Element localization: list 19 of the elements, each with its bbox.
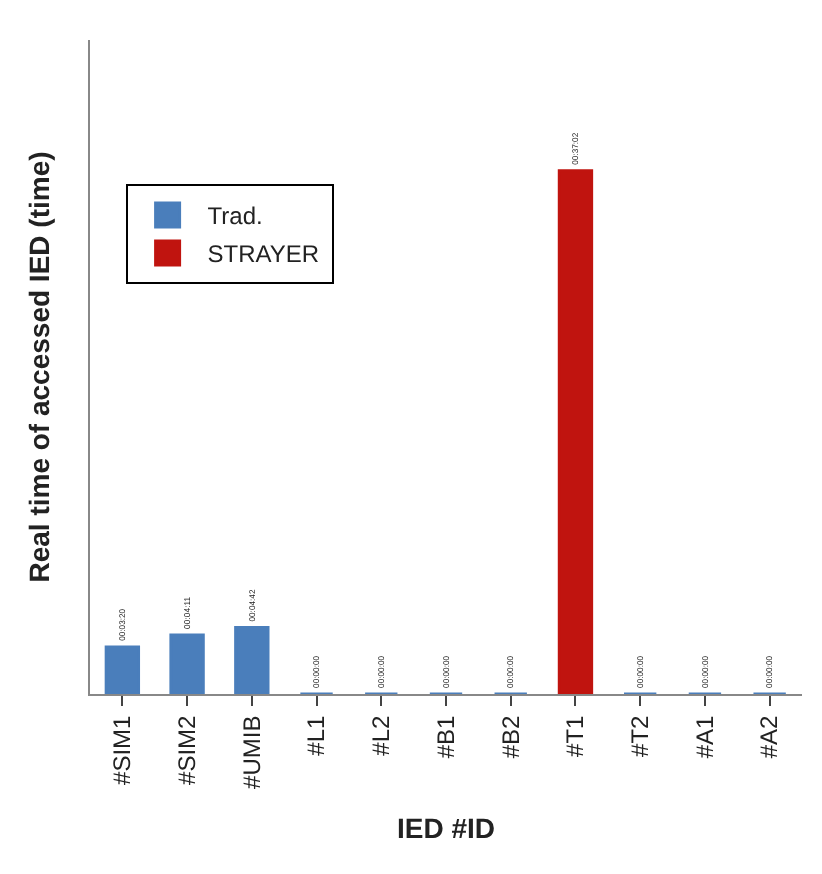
x-tick-label: #SIM1: [108, 714, 137, 785]
legend-label: STRAYER: [207, 240, 320, 269]
x-tick-label: #T1: [561, 714, 590, 757]
x-tick-label: #UMIB: [237, 715, 266, 789]
x-tick-label: #B2: [496, 714, 525, 759]
legend-label: Trad.: [207, 202, 263, 231]
x-tick-label: #A1: [690, 714, 719, 759]
x-axis-title: IED #ID: [396, 811, 496, 844]
x-tick-label: #B1: [431, 714, 460, 759]
bar: [234, 626, 270, 694]
bar: [104, 645, 141, 694]
x-tick-label: #A2: [755, 714, 784, 759]
x-tick-label: #L2: [367, 714, 396, 756]
x-tick-label: #T2: [625, 714, 654, 757]
bar: [557, 169, 594, 694]
x-tick-label: #SIM2: [172, 714, 201, 785]
y-axis-title: Real time of accessed IED (time): [23, 151, 56, 583]
x-tick-label: #L1: [302, 714, 331, 756]
bar: [169, 633, 205, 694]
